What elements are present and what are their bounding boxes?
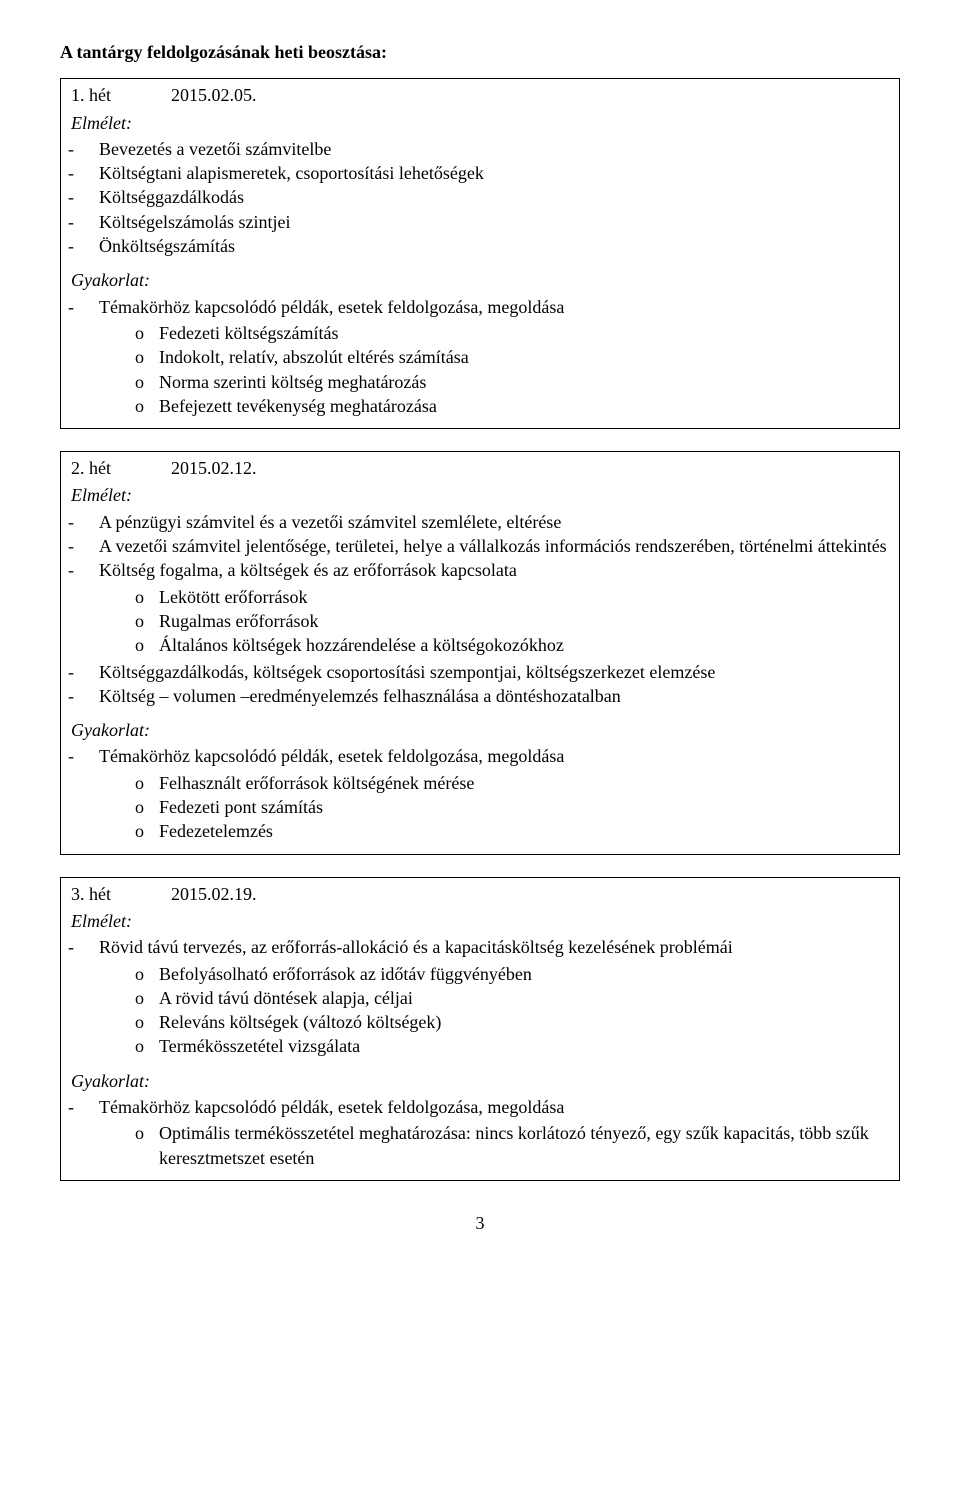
list-subitem: Fedezetelemzés	[159, 819, 889, 843]
week-box: 2. hét 2015.02.12. Elmélet: A pénzügyi s…	[60, 451, 900, 854]
elmelet-sublist: Lekötött erőforrások Rugalmas erőforráso…	[71, 585, 889, 658]
week-date: 2015.02.12.	[171, 456, 257, 480]
list-subitem: Indokolt, relatív, abszolút eltérés szám…	[159, 345, 889, 369]
gyakorlat-sublist: Optimális termékösszetétel meghatározása…	[71, 1121, 889, 1170]
elmelet-label: Elmélet:	[71, 111, 889, 135]
week-label: 2. hét	[71, 456, 111, 480]
week-date: 2015.02.05.	[171, 83, 257, 107]
list-item: Témakörhöz kapcsolódó példák, esetek fel…	[71, 744, 889, 768]
gyakorlat-sublist: Fedezeti költségszámítás Indokolt, relat…	[71, 321, 889, 418]
week-header: 1. hét 2015.02.05.	[71, 83, 889, 107]
week-box: 1. hét 2015.02.05. Elmélet: Bevezetés a …	[60, 78, 900, 429]
list-item: A vezetői számvitel jelentősége, terület…	[71, 534, 889, 558]
elmelet-list: Bevezetés a vezetői számvitelbe Költségt…	[71, 137, 889, 258]
gyakorlat-sublist: Felhasznált erőforrások költségének méré…	[71, 771, 889, 844]
elmelet-label: Elmélet:	[71, 483, 889, 507]
gyakorlat-label: Gyakorlat:	[71, 718, 889, 742]
list-subitem: Optimális termékösszetétel meghatározása…	[159, 1121, 889, 1170]
list-item: A pénzügyi számvitel és a vezetői számvi…	[71, 510, 889, 534]
elmelet-list-cont: Költséggazdálkodás, költségek csoportosí…	[71, 660, 889, 709]
list-subitem: Fedezeti költségszámítás	[159, 321, 889, 345]
elmelet-list: A pénzügyi számvitel és a vezetői számvi…	[71, 510, 889, 583]
schedule-heading: A tantárgy feldolgozásának heti beosztás…	[60, 40, 900, 64]
gyakorlat-label: Gyakorlat:	[71, 1069, 889, 1093]
gyakorlat-list: Témakörhöz kapcsolódó példák, esetek fel…	[71, 1095, 889, 1119]
list-subitem: Felhasznált erőforrások költségének méré…	[159, 771, 889, 795]
week-header: 2. hét 2015.02.12.	[71, 456, 889, 480]
list-subitem: Befejezett tevékenység meghatározása	[159, 394, 889, 418]
week-label: 3. hét	[71, 882, 111, 906]
list-subitem: A rövid távú döntések alapja, céljai	[159, 986, 889, 1010]
list-subitem: Lekötött erőforrások	[159, 585, 889, 609]
week-box: 3. hét 2015.02.19. Elmélet: Rövid távú t…	[60, 877, 900, 1181]
list-subitem: Rugalmas erőforrások	[159, 609, 889, 633]
list-item: Költségtani alapismeretek, csoportosítás…	[71, 161, 889, 185]
list-subitem: Releváns költségek (változó költségek)	[159, 1010, 889, 1034]
page-number: 3	[60, 1211, 900, 1235]
list-subitem: Általános költségek hozzárendelése a köl…	[159, 633, 889, 657]
list-subitem: Fedezeti pont számítás	[159, 795, 889, 819]
list-item: Költség fogalma, a költségek és az erőfo…	[71, 558, 889, 582]
list-item: Bevezetés a vezetői számvitelbe	[71, 137, 889, 161]
list-item: Költséggazdálkodás, költségek csoportosí…	[71, 660, 889, 684]
gyakorlat-list: Témakörhöz kapcsolódó példák, esetek fel…	[71, 744, 889, 768]
list-item: Önköltségszámítás	[71, 234, 889, 258]
gyakorlat-list: Témakörhöz kapcsolódó példák, esetek fel…	[71, 295, 889, 319]
gyakorlat-label: Gyakorlat:	[71, 268, 889, 292]
list-subitem: Termékösszetétel vizsgálata	[159, 1034, 889, 1058]
elmelet-label: Elmélet:	[71, 909, 889, 933]
elmelet-list: Rövid távú tervezés, az erőforrás-alloká…	[71, 935, 889, 959]
list-item: Témakörhöz kapcsolódó példák, esetek fel…	[71, 295, 889, 319]
list-item: Rövid távú tervezés, az erőforrás-alloká…	[71, 935, 889, 959]
list-item: Témakörhöz kapcsolódó példák, esetek fel…	[71, 1095, 889, 1119]
week-header: 3. hét 2015.02.19.	[71, 882, 889, 906]
week-date: 2015.02.19.	[171, 882, 257, 906]
week-label: 1. hét	[71, 83, 111, 107]
list-item: Költségelszámolás szintjei	[71, 210, 889, 234]
list-item: Költséggazdálkodás	[71, 185, 889, 209]
list-subitem: Norma szerinti költség meghatározás	[159, 370, 889, 394]
elmelet-sublist: Befolyásolható erőforrások az időtáv füg…	[71, 962, 889, 1059]
list-subitem: Befolyásolható erőforrások az időtáv füg…	[159, 962, 889, 986]
list-item: Költség – volumen –eredményelemzés felha…	[71, 684, 889, 708]
